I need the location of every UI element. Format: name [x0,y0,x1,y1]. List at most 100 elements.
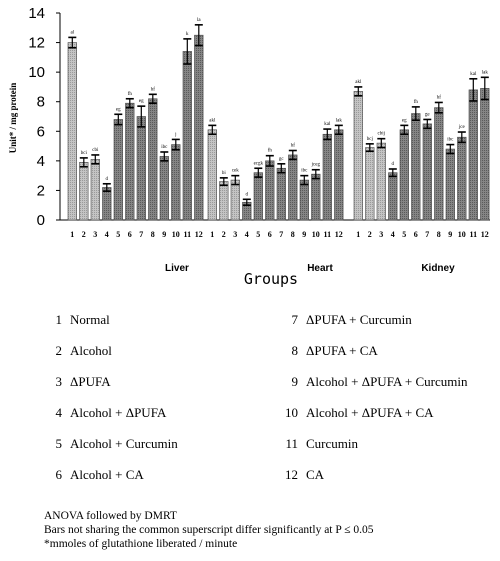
legend-item-12: 12 CA [276,467,324,483]
legend-item-7: 7 ΔPUFA + Curcumin [276,312,412,328]
bar-liver-4 [102,187,112,221]
panel-label-liver: Liver [165,263,189,274]
bar-liver-3 [90,159,100,221]
superscript-label: eg [139,99,144,104]
superscript-label: ibc [161,145,168,150]
bar-liver-2 [79,162,89,221]
superscript-label: kal [470,72,477,77]
bar-kidney-12 [480,88,490,221]
superscript-label: la [197,18,201,23]
legend-label: Alcohol [70,343,112,358]
x-tick-label: 8 [437,230,441,239]
x-tick-label: 6 [268,230,272,239]
superscript-label: bcj [367,137,373,142]
legend-item-5: 5 Alcohol + Curcumin [40,436,178,452]
bar-liver-5 [113,119,123,221]
bar-heart-11 [322,133,332,221]
panel-label-heart: Heart [307,263,333,274]
legend-item-11: 11 Curcumin [276,436,358,452]
labels-layer: al1bci2cbi3d4eg5fh6eg7hf8ibc9j10k11la12L… [70,18,489,274]
legend-number: 10 [285,405,298,420]
legend-label: Normal [70,312,110,327]
legend-label: CA [306,467,325,482]
superscript-label: kal [324,122,331,127]
superscript-label: bci [81,151,88,156]
x-tick-label: 10 [172,230,180,239]
y-tick-label: 2 [37,182,45,199]
legend-item-10: 10 Alcohol + ΔPUFA + CA [276,405,434,421]
y-tick-label: 8 [37,94,45,111]
legend-number: 8 [291,343,299,358]
bar-heart-5 [253,172,263,221]
x-tick-label: 9 [302,230,306,239]
superscript-label: j [174,132,176,137]
legend-label: ΔPUFA + CA [306,343,378,358]
superscript-label: k [186,32,189,37]
superscript-label: fh [128,92,133,97]
superscript-label: cbij [378,132,386,137]
y-tick-label: 4 [37,153,45,170]
legend-label: Alcohol + ΔPUFA + CA [306,405,434,420]
bar-liver-11 [182,51,192,221]
bar-kidney-11 [468,89,478,221]
x-tick-label: 8 [291,230,295,239]
bar-liver-8 [148,98,158,221]
superscript-label: jceg [311,163,321,168]
legend-number: 5 [55,436,63,451]
legend-number: 11 [285,436,298,451]
y-tick-label: 10 [28,64,45,81]
superscript-label: hf [437,95,442,100]
x-tick-label: 3 [93,230,97,239]
x-axis-title: Groups [244,270,298,288]
superscript-label: al [70,30,74,35]
bar-kidney-10 [457,136,467,221]
legend-item-9: 9 Alcohol + ΔPUFA + Curcumin [276,374,468,390]
legend-number: 6 [55,467,63,482]
footnotes: ANOVA followed by DMRT Bars not sharing … [44,509,374,551]
x-tick-label: 11 [324,230,332,239]
x-tick-label: 6 [414,230,418,239]
bar-kidney-9 [445,148,455,221]
x-tick-label: 9 [162,230,166,239]
legend-number: 4 [55,405,63,420]
bar-kidney-1 [353,91,363,221]
x-tick-label: 5 [116,230,120,239]
panel-label-kidney: Kidney [421,263,455,274]
legend-item-8: 8 ΔPUFA + CA [276,343,378,359]
y-axis-title: Unit* / mg protein [8,83,18,154]
x-tick-label: 1 [210,230,214,239]
x-tick-label: 2 [222,230,226,239]
superscript-label: akl [355,80,362,85]
x-tick-label: 2 [368,230,372,239]
superscript-label: fh [414,100,419,105]
legend-number: 12 [285,467,298,482]
bar-liver-12 [194,34,204,221]
legend-label: Alcohol + ΔPUFA + Curcumin [306,374,468,389]
x-tick-label: 12 [335,230,343,239]
bar-heart-7 [276,167,286,221]
x-tick-label: 10 [458,230,466,239]
bar-kidney-5 [399,129,409,221]
x-tick-label: 6 [128,230,132,239]
superscript-label: ibc [447,138,454,143]
superscript-label: lak [482,70,489,75]
superscript-label: ecgk [254,161,264,166]
y-tick-label: 12 [28,35,45,52]
superscript-label: cbi [92,148,99,153]
bar-heart-10 [311,173,321,221]
x-tick-label: 4 [105,230,109,239]
bar-kidney-4 [388,172,398,221]
bar-liver-9 [159,156,169,221]
legend-item-2: 2 Alcohol [40,343,112,359]
superscript-label: hf [151,87,156,92]
superscript-label: cek [232,169,239,174]
legend-number: 9 [291,374,299,389]
superscript-label: eg [402,118,407,123]
x-tick-label: 7 [139,230,143,239]
bar-liver-1 [67,42,77,221]
legend-item-4: 4 Alcohol + ΔPUFA [40,405,167,421]
legend-number: 7 [291,312,299,327]
x-tick-label: 5 [256,230,260,239]
legend-label: Alcohol + ΔPUFA [70,405,167,420]
